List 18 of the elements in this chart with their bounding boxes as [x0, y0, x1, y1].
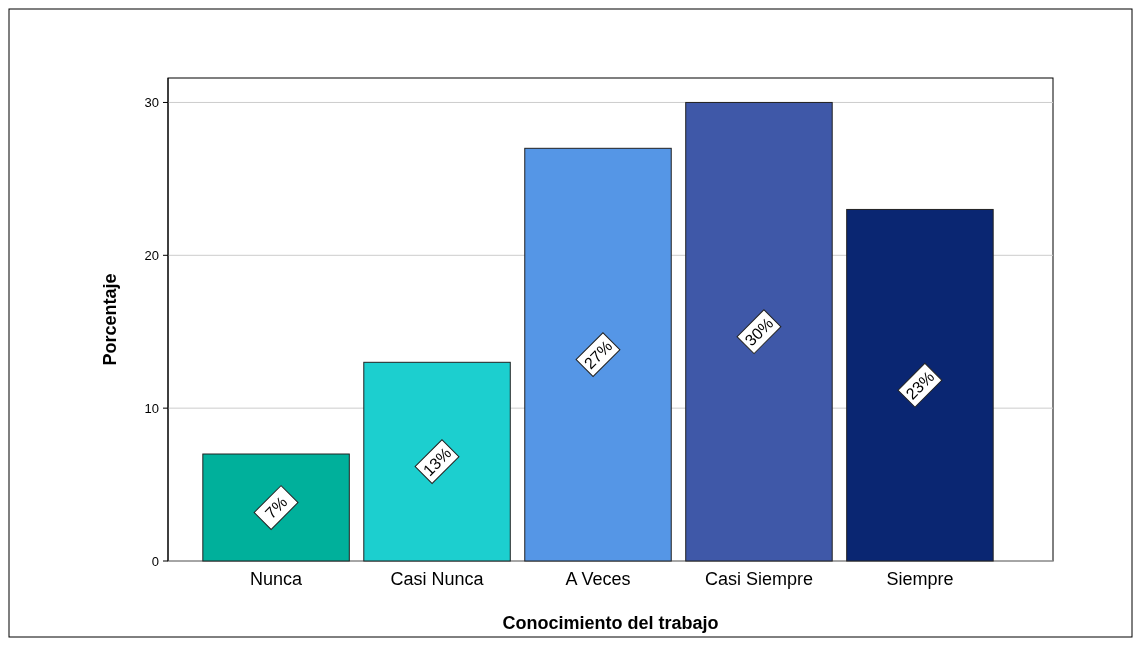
x-tick-label: Casi Nunca: [390, 569, 485, 589]
y-tick-label: 20: [144, 247, 159, 263]
y-axis-title: Porcentaje: [100, 273, 120, 366]
y-tick-label: 30: [144, 95, 159, 111]
bar: [685, 101, 833, 562]
bar: [846, 208, 994, 562]
x-tick-label: Casi Siempre: [704, 569, 813, 589]
x-axis-title: Conocimiento del trabajo: [502, 613, 719, 633]
data-label: 30%: [741, 314, 777, 350]
x-tick-label: Nunca: [250, 569, 304, 589]
bar: [202, 453, 350, 562]
x-tick-label: Siempre: [886, 569, 954, 589]
data-label: 7%: [261, 493, 291, 522]
y-tick-label: 0: [151, 553, 159, 569]
bar: [363, 361, 511, 562]
x-tick-label: A Veces: [565, 569, 631, 589]
bar: [524, 147, 672, 562]
y-tick-label: 10: [144, 400, 159, 416]
